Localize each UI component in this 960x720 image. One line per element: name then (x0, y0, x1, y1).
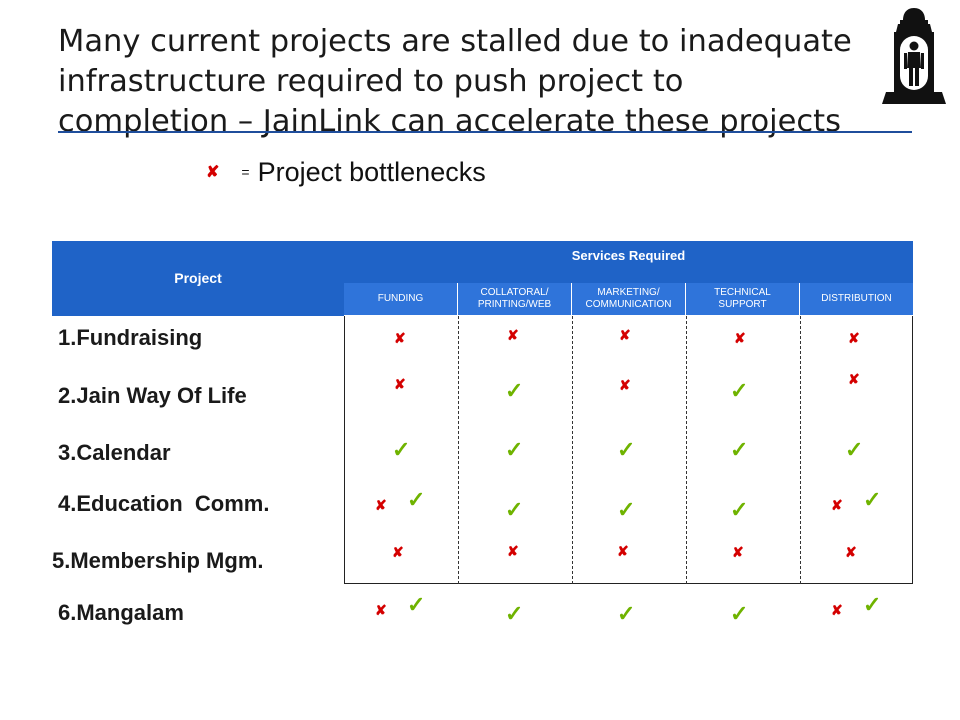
checkmark-icon: ✓ (505, 497, 524, 522)
project-row-4: 4.Education Comm. (58, 491, 269, 517)
column-header-distribution: DISTRIBUTION (800, 283, 913, 315)
column-header-marketing: MARKETING/COMMUNICATION (572, 283, 685, 315)
column-header-label: FUNDING (377, 293, 424, 304)
project-number: 5. (52, 548, 71, 573)
project-name: Fundraising (76, 325, 203, 350)
column-header-label: MARKETING/ (597, 287, 660, 298)
project-number: 2. (58, 383, 77, 408)
column-header-label: TECHNICAL (714, 287, 771, 298)
temple-statue-icon (882, 8, 946, 104)
column-header-technical: TECHNICAL SUPPORT (686, 283, 799, 315)
title-line-3: completion – JainLink can accelerate the… (58, 104, 841, 139)
column-header-label: COLLATORAL/ (480, 287, 549, 298)
bottleneck-x-icon: ✘ (375, 602, 387, 618)
checkmark-icon: ✓ (863, 487, 882, 512)
column-header-label: PRINTING/WEB (477, 299, 552, 310)
project-header-label: Project (174, 270, 222, 286)
checkmark-icon: ✓ (863, 592, 882, 617)
project-number: 3. (58, 440, 77, 465)
bottleneck-x-icon: ✘ (848, 371, 860, 387)
bottleneck-x-icon: ✘ (507, 327, 519, 343)
bottleneck-x-icon: ✘ (831, 602, 843, 618)
checkmark-icon: ✓ (505, 437, 524, 462)
bottleneck-x-icon: ✘ (831, 497, 843, 513)
project-name: Education Comm. (76, 491, 270, 516)
project-row-2: 2.Jain Way Of Life (58, 383, 247, 409)
project-number: 6. (58, 600, 77, 625)
project-number: 1. (58, 325, 77, 350)
checkmark-icon: ✓ (617, 437, 636, 462)
bottleneck-x-icon: ✘ (507, 543, 519, 559)
checkmark-icon: ✓ (730, 497, 749, 522)
checkmark-icon: ✓ (617, 601, 636, 626)
bottleneck-x-icon: ✘ (732, 544, 744, 560)
title-line-2: infrastructure required to push project … (58, 64, 684, 99)
bottleneck-x-icon: ✘ (619, 377, 631, 393)
column-divider (800, 316, 801, 584)
checkmark-icon: ✓ (407, 592, 426, 617)
services-required-header: Services Required (344, 241, 913, 283)
title-underline (58, 131, 912, 133)
column-divider (686, 316, 687, 584)
project-name: Jain Way Of Life (76, 383, 247, 408)
project-name: Calendar (76, 440, 171, 465)
legend-equals: = (241, 164, 250, 180)
bottleneck-x-icon: ✘ (845, 544, 857, 560)
column-header-collateral: COLLATORAL/PRINTING/WEB (458, 283, 571, 315)
page-title: Many current projects are stalled due to… (58, 22, 938, 142)
project-row-3: 3.Calendar (58, 440, 171, 466)
services-header-label: Services Required (571, 248, 686, 263)
bottleneck-x-icon: ✘ (394, 330, 406, 346)
bottleneck-x-icon: ✘ (392, 544, 404, 560)
bottleneck-x-icon: ✘ (734, 330, 746, 346)
project-name: Mangalam (76, 600, 184, 625)
legend-text: Project bottlenecks (257, 156, 486, 187)
checkmark-icon: ✓ (392, 437, 411, 462)
column-divider (458, 316, 459, 584)
title-line-1: Many current projects are stalled due to… (58, 24, 852, 59)
column-header-label: SUPPORT (718, 299, 767, 310)
column-divider (572, 316, 573, 584)
checkmark-icon: ✓ (407, 487, 426, 512)
bottleneck-x-icon: ✘ (848, 330, 860, 346)
services-grid (344, 316, 913, 584)
project-row-6: 6.Mangalam (58, 600, 184, 626)
project-row-1: 1.Fundraising (58, 325, 202, 351)
checkmark-icon: ✓ (730, 437, 749, 462)
bottleneck-x-icon: ✘ (375, 497, 387, 513)
bottleneck-x-icon: ✘ (619, 327, 631, 343)
checkmark-icon: ✓ (730, 378, 749, 403)
checkmark-icon: ✓ (505, 378, 524, 403)
project-number: 4. (58, 491, 77, 516)
project-row-5: 5.Membership Mgm. (52, 548, 264, 574)
checkmark-icon: ✓ (845, 437, 864, 462)
project-name: Membership Mgm. (70, 548, 264, 573)
column-header-funding: FUNDING (344, 283, 457, 315)
bottleneck-x-icon: ✘ (617, 543, 629, 559)
checkmark-icon: ✓ (730, 601, 749, 626)
checkmark-icon: ✓ (617, 497, 636, 522)
legend: ✘ = Project bottlenecks (206, 156, 486, 188)
bottleneck-x-icon: ✘ (394, 376, 406, 392)
checkmark-icon: ✓ (505, 601, 524, 626)
project-column-header: Project (52, 241, 344, 316)
column-header-label: COMMUNICATION (585, 299, 672, 310)
column-header-label: DISTRIBUTION (821, 293, 892, 304)
bottleneck-x-icon: ✘ (206, 164, 220, 181)
